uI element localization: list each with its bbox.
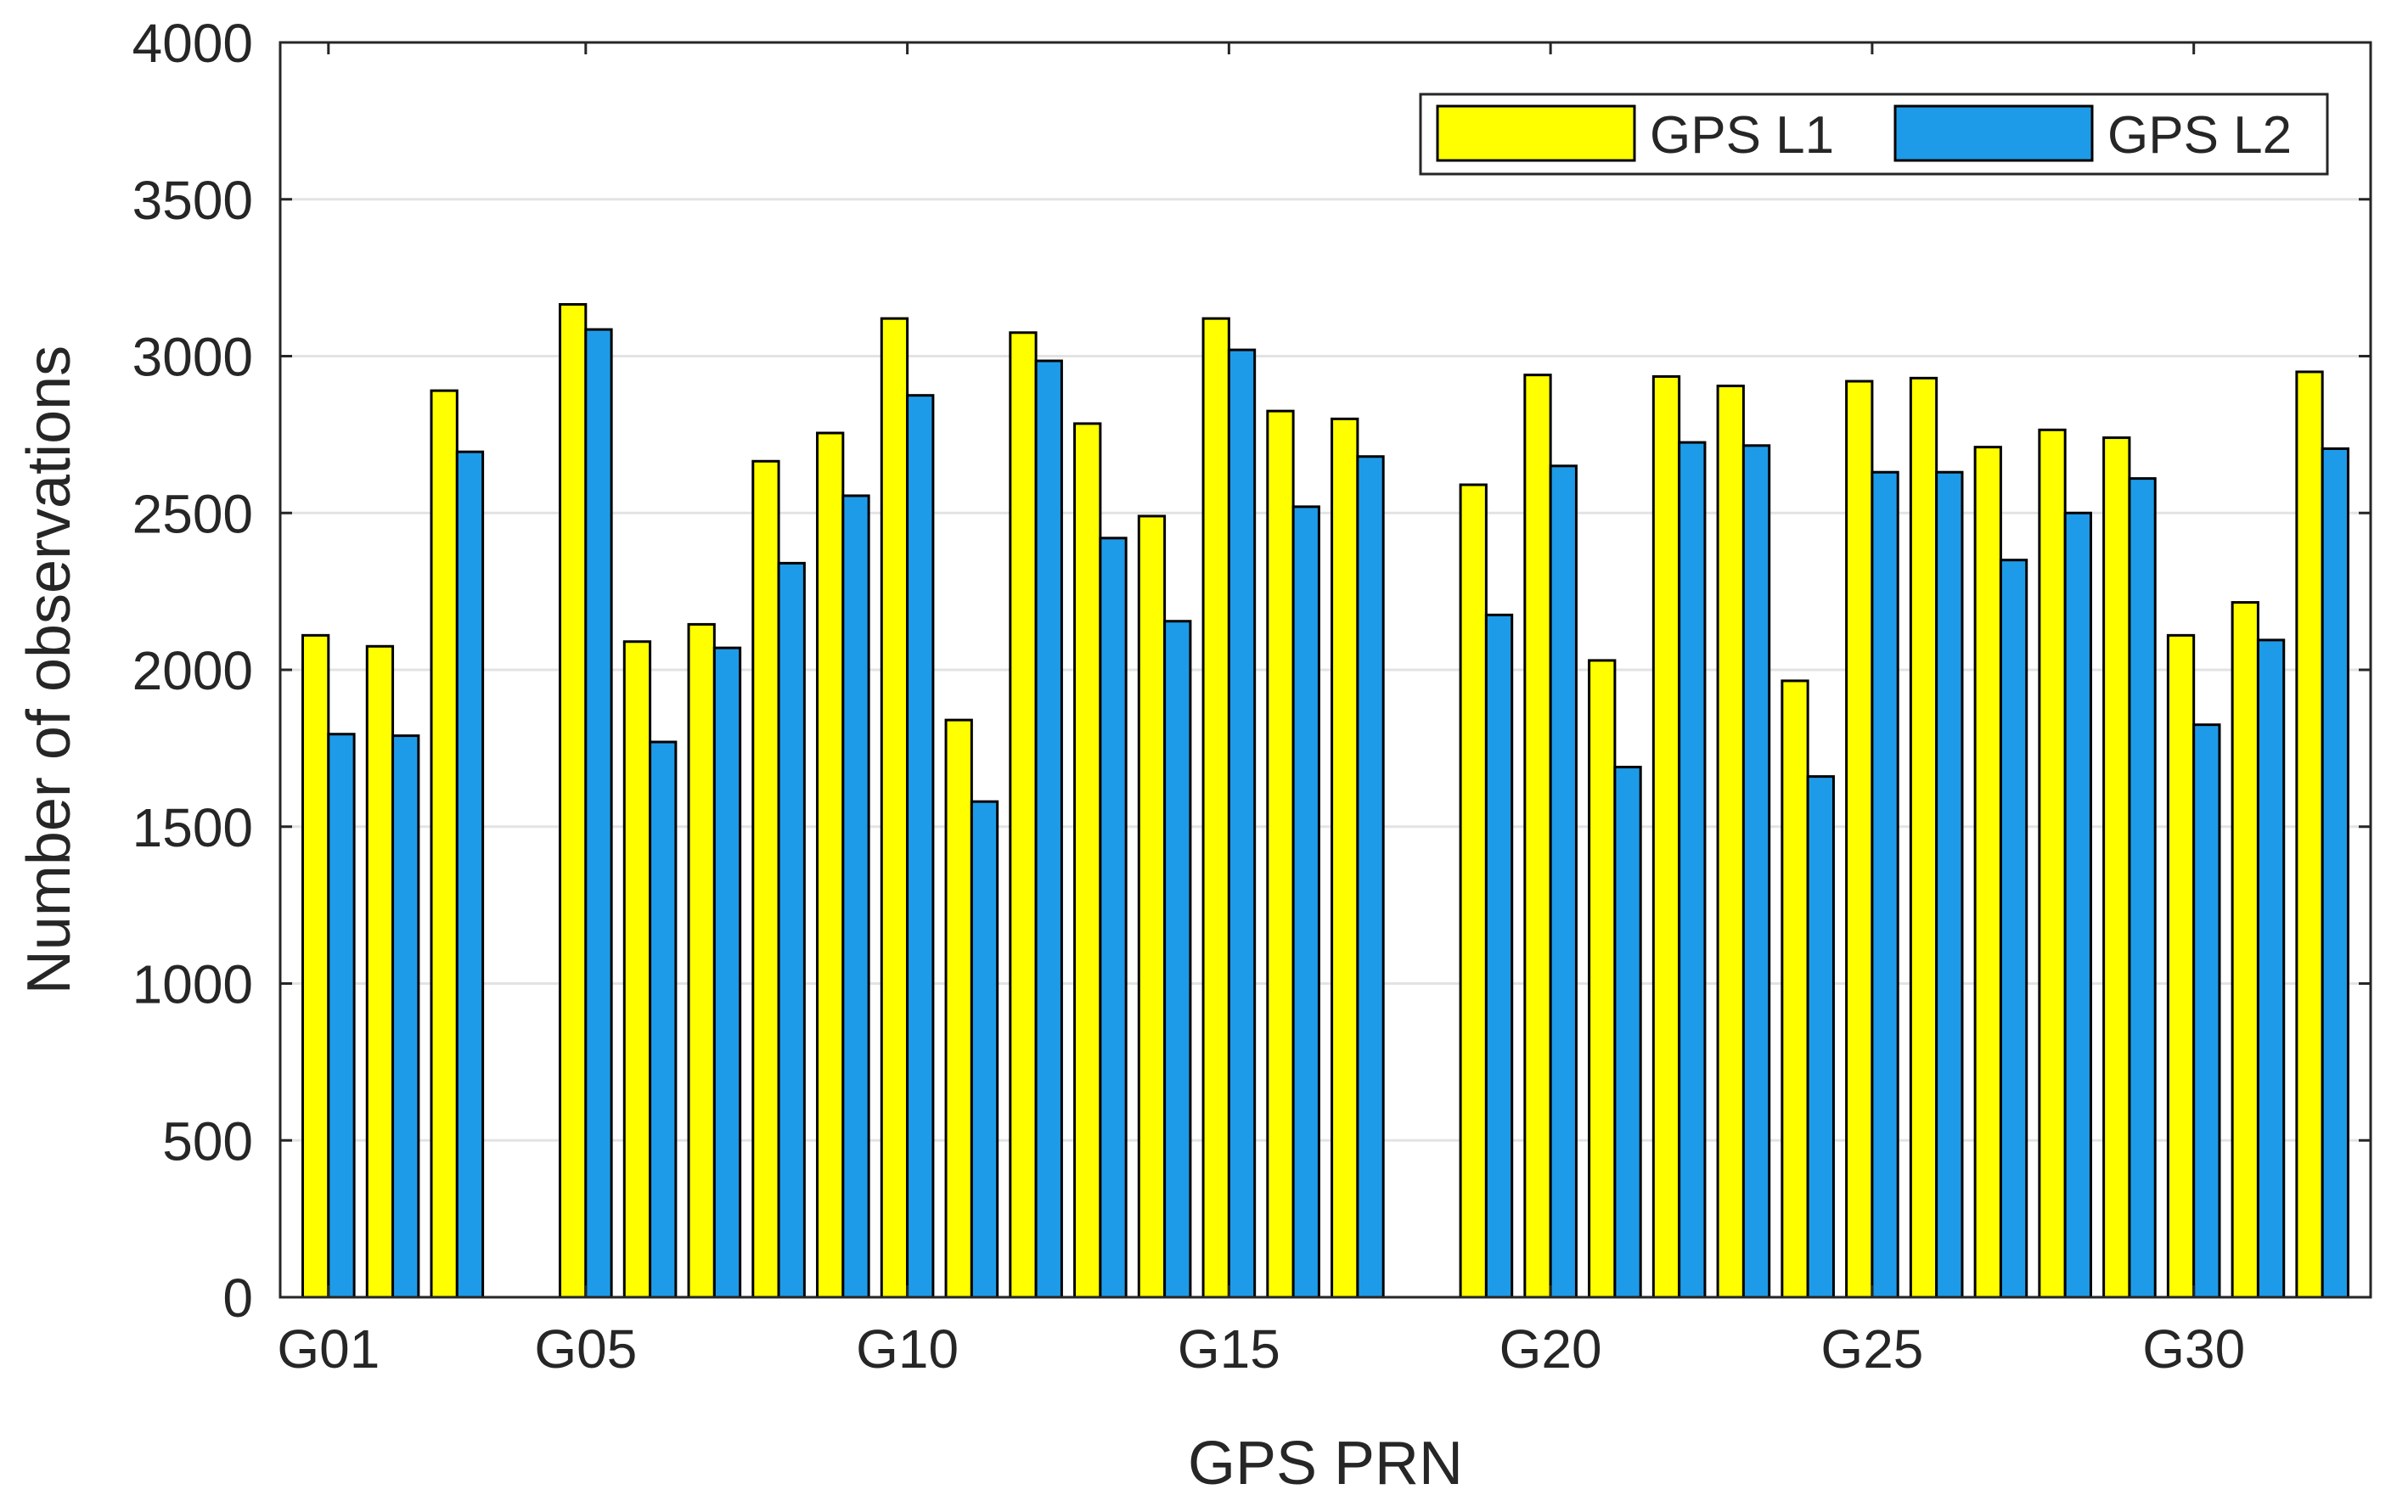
- legend-label-gps-l1: GPS L1: [1650, 106, 1834, 165]
- bar-gps-l1-g15: [1201, 317, 1230, 1299]
- bar-gps-l1-g09: [816, 431, 845, 1299]
- bar-gps-l2-g11: [970, 800, 999, 1299]
- bar-gps-l1-g05: [559, 303, 588, 1299]
- bar-gps-l2-g08: [777, 561, 806, 1299]
- y-axis-label: Number of observations: [15, 346, 83, 994]
- bar-gps-l2-g03: [455, 450, 485, 1299]
- x-tick-label: G30: [2142, 1318, 2245, 1380]
- bar-gps-l2-g30: [2192, 723, 2221, 1299]
- y-tick-label: 2500: [132, 483, 253, 544]
- bar-gps-l1-g02: [365, 644, 395, 1299]
- bar-gps-l1-g03: [430, 389, 459, 1299]
- bar-gps-l2-g19: [1484, 613, 1514, 1299]
- bar-gps-l1-g25: [1845, 379, 1874, 1299]
- bar-gps-l2-g21: [1613, 766, 1642, 1299]
- x-tick-label: G25: [1820, 1318, 1923, 1380]
- x-axis-label: GPS PRN: [1188, 1430, 1463, 1498]
- bar-gps-l1-g13: [1073, 422, 1102, 1299]
- bar-gps-l2-g09: [841, 494, 870, 1299]
- bar-gps-l1-g26: [1909, 376, 1938, 1299]
- bar-gps-l2-g29: [2128, 477, 2157, 1299]
- bar-gps-l1-g01: [301, 633, 330, 1299]
- legend-swatch-gps-l2: [1893, 104, 2094, 162]
- bar-gps-l1-g07: [687, 622, 716, 1299]
- bar-gps-l2-g26: [1935, 470, 1964, 1299]
- x-tick-label: G01: [277, 1318, 380, 1380]
- bar-gps-l2-g06: [649, 740, 678, 1299]
- bar-gps-l2-g32: [2321, 447, 2349, 1299]
- bar-gps-l2-g15: [1227, 348, 1257, 1299]
- bar-gps-l2-g20: [1549, 464, 1578, 1299]
- bar-gps-l1-g10: [880, 317, 909, 1299]
- bar-gps-l1-g29: [2102, 436, 2131, 1299]
- y-tick-label: 0: [222, 1267, 253, 1329]
- bar-gps-l2-g05: [584, 328, 613, 1299]
- bars: [301, 303, 2349, 1299]
- bar-gps-l1-g14: [1137, 514, 1167, 1299]
- bar-gps-l2-g17: [1356, 455, 1385, 1299]
- bar-gps-l1-g32: [2295, 370, 2324, 1299]
- bar-gps-l2-g02: [391, 734, 420, 1299]
- bar-gps-l2-g22: [1678, 441, 1707, 1299]
- bar-gps-l2-g24: [1806, 775, 1835, 1299]
- bar-gps-l2-g25: [1871, 470, 1899, 1299]
- legend-label-gps-l2: GPS L2: [2107, 106, 2292, 165]
- y-tick-label: 3000: [132, 327, 253, 388]
- bar-gps-l1-g30: [2166, 633, 2196, 1299]
- y-tick-label: 500: [162, 1110, 253, 1172]
- bar-gps-l1-g11: [944, 718, 973, 1299]
- x-tick-label: G10: [856, 1318, 959, 1380]
- bar-gps-l2-g12: [1034, 359, 1063, 1299]
- bar-gps-l1-g22: [1651, 375, 1681, 1299]
- bar-gps-l2-g14: [1163, 620, 1192, 1299]
- bar-gps-l1-g06: [622, 640, 652, 1299]
- x-tick-label: G20: [1499, 1318, 1602, 1380]
- bar-gps-l2-g10: [906, 394, 935, 1299]
- bar-gps-l2-g01: [327, 733, 356, 1299]
- bar-gps-l2-g31: [2256, 638, 2286, 1299]
- x-tick-labels: G01 G05 G10 G15 G20 G25 G30: [277, 1318, 2245, 1380]
- bar-gps-l1-g17: [1331, 417, 1359, 1299]
- y-tick-label: 2000: [132, 640, 253, 701]
- bar-gps-l1-g19: [1459, 483, 1488, 1299]
- bar-gps-l1-g21: [1588, 659, 1617, 1299]
- y-tick-label: 4000: [132, 13, 253, 74]
- bar-gps-l2-g13: [1099, 537, 1128, 1299]
- y-tick-labels: 0 500 1000 1500 2000 2500 3000 3500 4000: [132, 13, 253, 1329]
- bar-gps-l2-g23: [1741, 444, 1771, 1299]
- legend-swatch-gps-l1: [1436, 104, 1636, 162]
- bar-gps-l1-g16: [1266, 409, 1295, 1299]
- bar-gps-l1-g24: [1781, 679, 1809, 1299]
- y-tick-label: 3500: [132, 170, 253, 231]
- bar-gps-l1-g12: [1009, 331, 1038, 1299]
- bar-gps-l2-g27: [1999, 559, 2028, 1299]
- bar-gps-l1-g28: [2038, 428, 2067, 1299]
- bar-gps-l1-g23: [1716, 385, 1745, 1299]
- bar-gps-l2-g16: [1291, 505, 1320, 1299]
- bar-gps-l1-g08: [751, 459, 780, 1299]
- legend: GPS L1 GPS L2: [1419, 93, 2329, 176]
- bar-gps-l1-g27: [1973, 446, 2002, 1299]
- x-tick-label: G05: [534, 1318, 637, 1380]
- y-tick-label: 1000: [132, 954, 253, 1015]
- axis-ticks: [280, 41, 2371, 1299]
- bar-gps-l1-g31: [2231, 601, 2259, 1299]
- bar-gps-l2-g07: [712, 646, 742, 1299]
- y-tick-label: 1500: [132, 797, 253, 858]
- bar-gps-l1-g20: [1523, 374, 1552, 1299]
- bar-gps-l2-g28: [2063, 511, 2092, 1299]
- x-tick-label: G15: [1178, 1318, 1280, 1380]
